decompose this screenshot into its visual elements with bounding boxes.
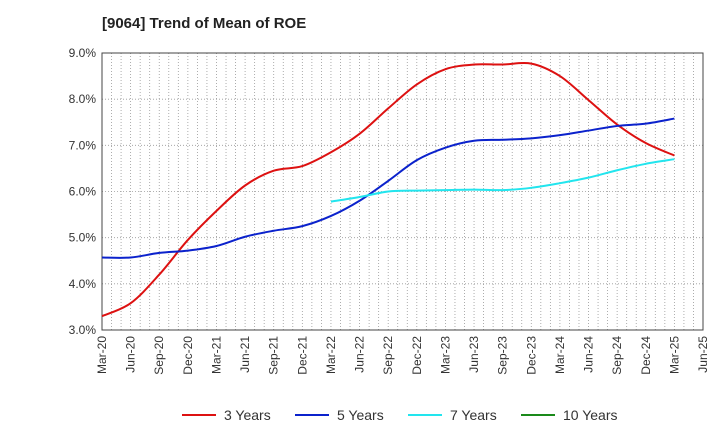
legend-label: 3 Years: [224, 407, 271, 423]
x-tick-label: Dec-21: [295, 336, 309, 375]
series-line-7-years: [330, 158, 675, 203]
x-tick-label: Dec-22: [410, 336, 424, 375]
y-tick-label: 8.0%: [69, 92, 97, 106]
series-line-3-years: [101, 61, 675, 318]
x-tick-label: Mar-22: [324, 336, 338, 374]
x-tick-label: Dec-23: [524, 336, 538, 375]
series-line-5-years: [101, 117, 675, 259]
x-tick-label: Jun-24: [582, 336, 596, 373]
x-tick-label: Jun-22: [353, 336, 367, 373]
x-tick-label: Jun-23: [467, 336, 481, 373]
legend: 3 Years 5 Years 7 Years 10 Years: [182, 407, 618, 423]
y-tick-label: 6.0%: [69, 185, 97, 199]
series-lines: [101, 61, 675, 318]
x-tick-label: Mar-24: [553, 336, 567, 374]
plot-border: [101, 52, 704, 331]
x-tick-label: Sep-24: [610, 336, 624, 375]
x-tick-label: Sep-21: [267, 336, 281, 375]
y-tick-label: 7.0%: [69, 138, 97, 152]
x-tick-label: Sep-20: [152, 336, 166, 375]
legend-label: 5 Years: [337, 407, 384, 423]
y-tick-label: 9.0%: [69, 46, 97, 60]
legend-label: 7 Years: [450, 407, 497, 423]
legend-label: 10 Years: [563, 407, 618, 423]
x-tick-label: Mar-20: [95, 336, 109, 374]
x-tick-label: Mar-25: [667, 336, 681, 374]
y-tick-label: 4.0%: [69, 277, 97, 291]
axes: 3.0% 4.0% 5.0% 6.0% 7.0% 8.0% 9.0% Mar-20 Jun-20…: [69, 46, 710, 375]
x-tick-label: Mar-23: [438, 336, 452, 374]
x-tick-label: Sep-22: [381, 336, 395, 375]
x-tick-label: Dec-20: [181, 336, 195, 375]
x-tick-label: Jun-25: [696, 336, 710, 373]
chart-title: [9064] Trend of Mean of ROE: [102, 15, 307, 32]
y-tick-label: 5.0%: [69, 231, 97, 245]
x-tick-label: Jun-21: [238, 336, 252, 373]
x-tick-label: Sep-23: [496, 336, 510, 375]
y-tick-label: 3.0%: [69, 323, 97, 337]
x-tick-label: Dec-24: [639, 336, 653, 375]
x-tick-label: Mar-21: [209, 336, 223, 374]
x-tick-label: Jun-20: [124, 336, 138, 373]
